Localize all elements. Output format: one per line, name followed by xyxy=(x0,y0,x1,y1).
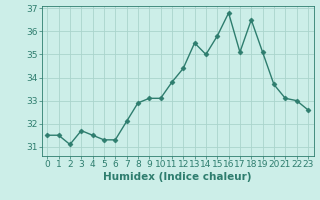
X-axis label: Humidex (Indice chaleur): Humidex (Indice chaleur) xyxy=(103,172,252,182)
